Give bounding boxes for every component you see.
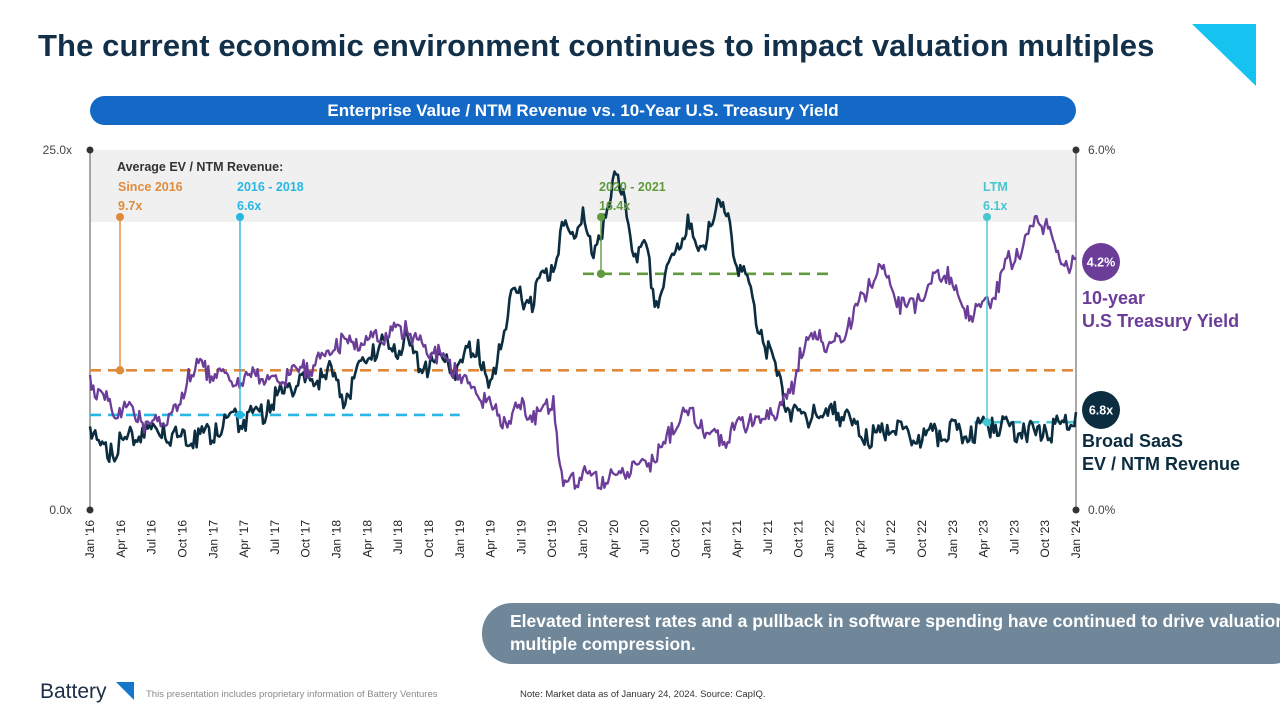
- saas-multiple-line: [88, 170, 1078, 463]
- x-tick-label: Jan '19: [453, 520, 467, 559]
- x-tick-label: Jan '17: [206, 520, 220, 559]
- chart-title-banner: Enterprise Value / NTM Revenue vs. 10-Ye…: [90, 96, 1076, 125]
- x-tick-label: Jul '21: [761, 520, 775, 555]
- average-label: 2020 - 2021: [599, 180, 666, 194]
- callout-box: Elevated interest rates and a pullback i…: [482, 603, 1280, 664]
- series-name-line1: Broad SaaS: [1082, 431, 1183, 451]
- x-tick-label: Oct '20: [668, 520, 682, 558]
- axis-end-dot: [86, 146, 94, 154]
- series-name-line1: 10-year: [1082, 288, 1145, 308]
- x-tick-label: Jan '18: [330, 520, 344, 559]
- x-tick-label: Oct '22: [915, 520, 929, 558]
- axis-end-dot: [86, 506, 94, 514]
- series-name-line2: EV / NTM Revenue: [1082, 454, 1240, 474]
- x-tick-label: Apr '21: [730, 520, 744, 558]
- x-tick-label: Apr '22: [853, 520, 867, 558]
- average-label: 2016 - 2018: [237, 180, 304, 194]
- average-stem-top-dot: [983, 213, 991, 221]
- average-stem-top-dot: [116, 213, 124, 221]
- footer-note: Note: Market data as of January 24, 2024…: [520, 689, 766, 700]
- corner-accent: [1192, 24, 1256, 86]
- x-tick-label: Jan '20: [576, 520, 590, 559]
- x-tick-label: Oct '16: [175, 520, 189, 558]
- x-tick-label: Jul '22: [884, 520, 898, 555]
- slide-title: The current economic environment continu…: [38, 28, 1155, 63]
- axis-end-dot: [1072, 506, 1080, 514]
- right-axis-top-label: 6.0%: [1088, 143, 1116, 157]
- average-stem-bottom-dot: [235, 410, 245, 420]
- x-tick-label: Jul '18: [391, 520, 405, 555]
- x-tick-label: Jul '20: [638, 520, 652, 555]
- logo-flag-icon: [116, 682, 134, 700]
- average-value-label: 9.7x: [118, 199, 142, 213]
- battery-logo: Battery: [40, 680, 140, 708]
- average-value-label: 6.1x: [983, 199, 1007, 213]
- x-tick-label: Jul '19: [514, 520, 528, 555]
- average-label: Since 2016: [118, 180, 183, 194]
- left-axis-top-label: 25.0x: [43, 143, 72, 157]
- series-name-line2: U.S Treasury Yield: [1082, 311, 1239, 331]
- x-tick-label: Jul '16: [145, 520, 159, 555]
- footer-disclaimer: This presentation includes proprietary i…: [146, 689, 438, 700]
- logo-wordmark: Battery: [40, 680, 107, 703]
- average-value-label: 6.6x: [237, 199, 261, 213]
- x-tick-label: Jan '16: [83, 520, 97, 559]
- average-value-label: 16.4x: [599, 199, 630, 213]
- end-value-badge: [1082, 391, 1120, 429]
- corner-triangle: [1192, 24, 1256, 86]
- x-tick-label: Jan '24: [1069, 520, 1083, 559]
- average-stem-bottom-dot: [596, 269, 606, 279]
- x-tick-label: Jan '22: [823, 520, 837, 559]
- right-axis-bottom-label: 0.0%: [1088, 503, 1116, 517]
- x-tick-label: Jul '17: [268, 520, 282, 555]
- x-tick-label: Apr '23: [977, 520, 991, 558]
- x-tick-label: Oct '18: [422, 520, 436, 558]
- x-tick-label: Oct '23: [1038, 520, 1052, 558]
- left-axis-bottom-label: 0.0x: [49, 503, 72, 517]
- end-value-label: 6.8x: [1089, 404, 1113, 418]
- x-tick-label: Apr '20: [607, 520, 621, 558]
- average-stem-bottom-dot: [115, 366, 125, 375]
- end-value-label: 4.2%: [1087, 256, 1116, 270]
- average-stem-top-dot: [236, 213, 244, 221]
- average-label: LTM: [983, 180, 1008, 194]
- x-tick-label: Oct '17: [299, 520, 313, 558]
- valuation-chart: 25.0x 0.0x 6.0% 0.0% Jan '16 Apr '16 Jul '16 Oc…: [43, 143, 1240, 559]
- x-tick-label: Apr '18: [360, 520, 374, 558]
- averages-header: Average EV / NTM Revenue:: [117, 160, 283, 174]
- x-tick-label: Jan '21: [699, 520, 713, 559]
- x-tick-label: Apr '19: [484, 520, 498, 558]
- x-tick-label: Apr '17: [237, 520, 251, 558]
- average-stem-bottom-dot: [982, 417, 992, 427]
- x-tick-label: Jan '23: [946, 520, 960, 559]
- average-stem-top-dot: [597, 213, 605, 221]
- treasury-yield-line: [88, 214, 1077, 491]
- x-tick-label: Jul '23: [1007, 520, 1021, 555]
- end-value-badge: [1082, 243, 1120, 281]
- axis-end-dot: [1072, 146, 1080, 154]
- x-tick-label: Apr '16: [114, 520, 128, 558]
- x-tick-label: Oct '21: [792, 520, 806, 558]
- x-tick-label: Oct '19: [545, 520, 559, 558]
